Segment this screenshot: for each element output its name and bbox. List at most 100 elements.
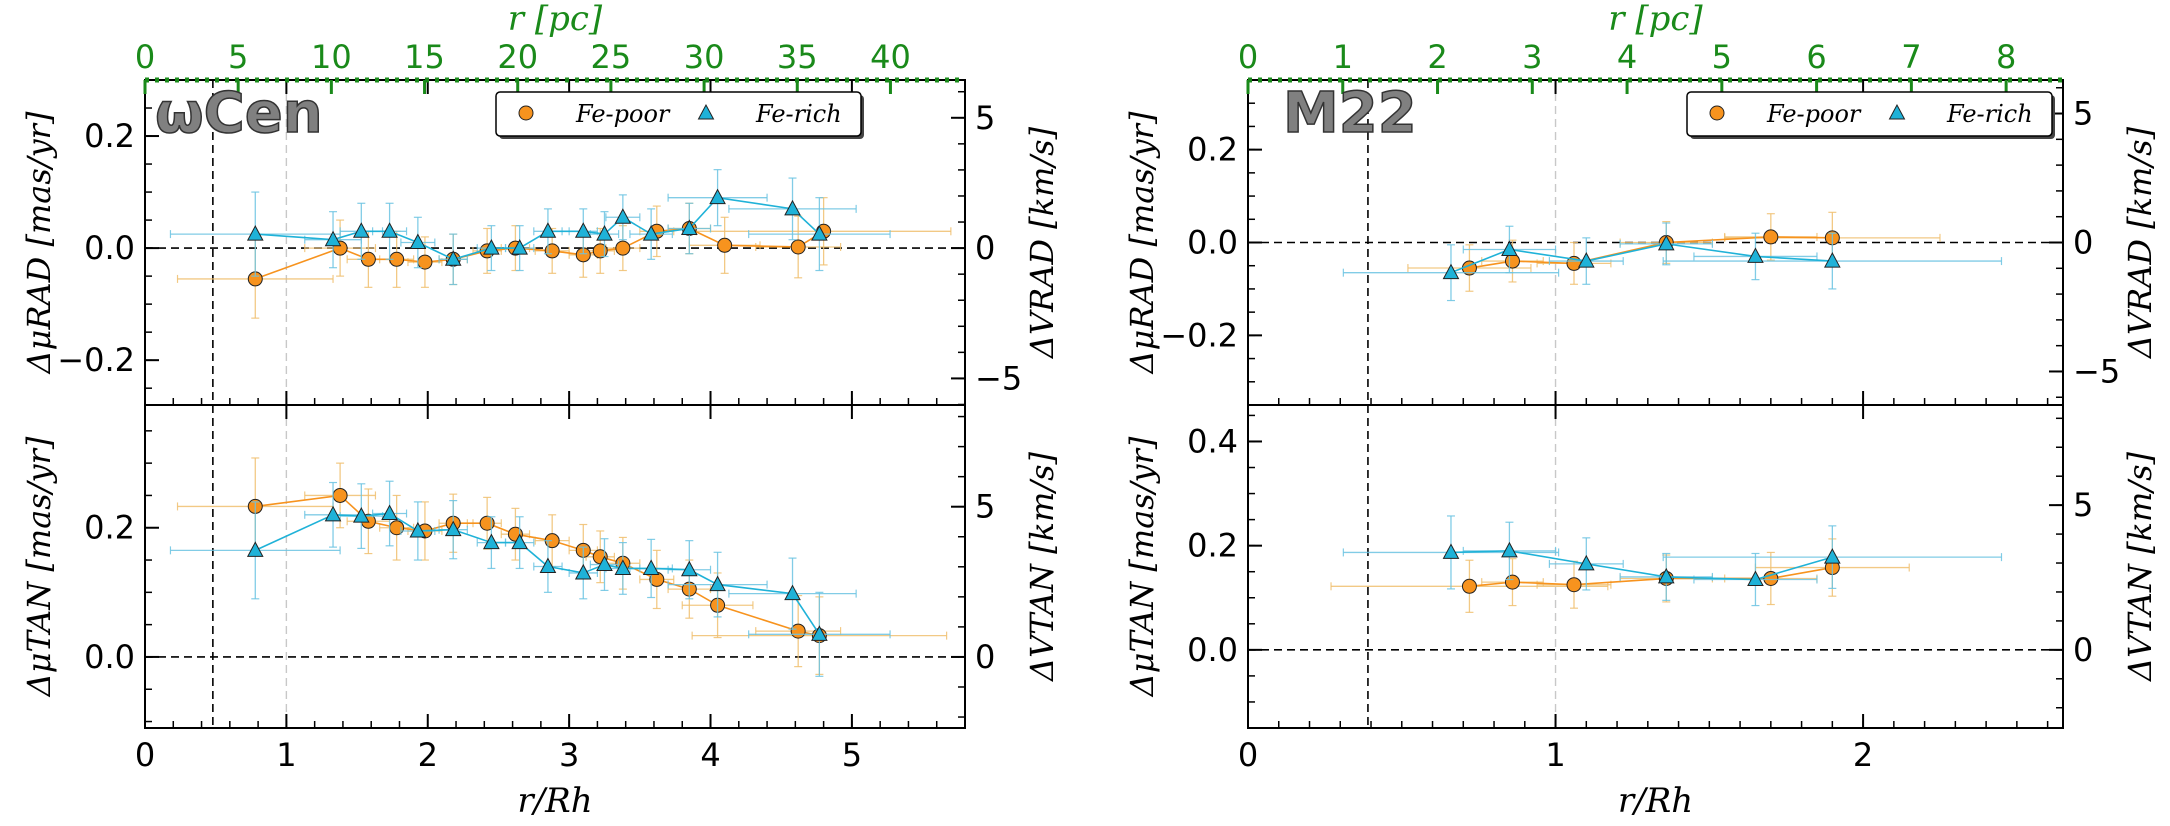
top-tick-label: 3 bbox=[1522, 38, 1542, 76]
x-tick-label: 1 bbox=[276, 736, 296, 774]
data-point-triangle bbox=[642, 559, 660, 575]
data-point-triangle bbox=[1577, 554, 1595, 571]
top-axis-label: r [pc] bbox=[1608, 0, 1703, 39]
data-point-triangle bbox=[483, 533, 500, 550]
data-point-triangle bbox=[1442, 263, 1460, 280]
data-point-circle bbox=[332, 487, 348, 503]
panel-title: M22 bbox=[1283, 81, 1417, 146]
data-point-triangle bbox=[784, 584, 801, 601]
panel-title: ωCen bbox=[155, 81, 323, 146]
series-line bbox=[1450, 550, 1833, 581]
legend-box bbox=[1686, 91, 2053, 137]
top-tick-label: 1 bbox=[1333, 38, 1353, 76]
top-tick-label: 5 bbox=[1712, 38, 1732, 76]
fe-poor-series bbox=[176, 197, 952, 319]
legend: Fe-poor Fe-rich bbox=[495, 91, 864, 139]
data-point-triangle bbox=[1747, 570, 1764, 587]
data-point-triangle bbox=[1657, 567, 1675, 584]
right-tick-label: 0 bbox=[2073, 631, 2093, 669]
data-point-triangle bbox=[1824, 252, 1841, 268]
data-point-circle bbox=[717, 237, 733, 253]
data-point-triangle bbox=[614, 559, 632, 575]
top-tick-label: 35 bbox=[777, 38, 818, 76]
data-point-triangle bbox=[596, 225, 613, 241]
x-tick-label: 1 bbox=[1545, 736, 1565, 774]
top-axis-label: r [pc] bbox=[508, 0, 603, 39]
data-point-triangle bbox=[444, 250, 462, 266]
top-tick-label: 25 bbox=[591, 38, 632, 76]
data-point-triangle bbox=[381, 222, 398, 238]
data-point-triangle bbox=[1577, 252, 1595, 268]
x-tick-label: 5 bbox=[842, 736, 862, 774]
data-point-triangle bbox=[381, 504, 398, 521]
x-tick-label: 2 bbox=[418, 736, 438, 774]
fe-rich-series bbox=[1342, 222, 2003, 302]
fe-rich-series bbox=[1342, 515, 2003, 607]
data-point-triangle bbox=[324, 230, 342, 247]
right-tick-label: 5 bbox=[975, 488, 995, 526]
y-tick-label: 0.4 bbox=[1187, 422, 1238, 460]
omega-cen-panel-tan: 0.0 0.2 0 5 ΔμTAN [mas/yr] ΔVTAN [km/s] bbox=[20, 404, 1061, 729]
data-point-triangle bbox=[811, 225, 828, 241]
m22-panel-tan: 0.0 0.2 0.4 0 5 ΔμTAN [mas/yr] ΔVTAN [km/s] bbox=[1123, 404, 2159, 729]
data-point-triangle bbox=[642, 225, 660, 241]
legend-marker-triangle bbox=[697, 103, 715, 120]
y-axis-label: ΔμTAN [mas/yr] bbox=[1123, 436, 1161, 698]
legend-label: Fe-rich bbox=[1946, 100, 2033, 128]
data-point-triangle bbox=[1501, 541, 1518, 558]
y-tick-label: 0.0 bbox=[84, 229, 135, 267]
data-point-triangle bbox=[680, 219, 698, 235]
right-tick-label: −5 bbox=[2073, 352, 2120, 390]
data-point-triangle bbox=[596, 555, 613, 572]
data-point-triangle bbox=[709, 188, 726, 205]
data-point-circle bbox=[592, 243, 608, 259]
right-tick-label: 5 bbox=[2073, 95, 2093, 133]
legend-marker-circle bbox=[518, 105, 534, 121]
data-point-circle bbox=[615, 240, 631, 256]
data-point-triangle bbox=[1747, 247, 1764, 263]
x-axis-label: r/Rh bbox=[517, 781, 592, 821]
data-point-triangle bbox=[574, 222, 592, 238]
series-line bbox=[1469, 236, 1833, 269]
y-tick-label: −0.2 bbox=[1160, 316, 1238, 354]
m22-panel-rad: −0.2 0.0 0.2 −5 0 5 ΔμRAD [mas/yr] ΔVRAD [km/s] bbox=[1123, 79, 2159, 406]
x-tick-label: 2 bbox=[1853, 736, 1873, 774]
top-tick-label: 0 bbox=[135, 38, 155, 76]
legend-marker-triangle bbox=[1888, 103, 1906, 120]
top-tick-label: 0 bbox=[1238, 38, 1258, 76]
data-point-triangle bbox=[409, 521, 427, 538]
right-tick-label: 0 bbox=[975, 638, 995, 676]
data-point-triangle bbox=[614, 208, 632, 224]
data-point-circle bbox=[1566, 577, 1582, 593]
y-axis-label: ΔμRAD [mas/yr] bbox=[1123, 111, 1161, 375]
x-tick-label: 0 bbox=[135, 736, 155, 774]
legend-label: Fe-rich bbox=[755, 100, 842, 128]
data-point-triangle bbox=[811, 625, 828, 641]
right-axis-label: ΔVRAD [km/s] bbox=[1023, 126, 1061, 360]
y-axis-label: ΔμRAD [mas/yr] bbox=[20, 111, 58, 375]
data-point-triangle bbox=[574, 563, 592, 580]
right-tick-label: 0 bbox=[975, 229, 995, 267]
fe-rich-series bbox=[169, 480, 891, 677]
y-tick-label: 0.0 bbox=[1187, 224, 1238, 262]
top-tick-label: 15 bbox=[404, 38, 445, 76]
data-point-circle bbox=[1504, 253, 1520, 269]
right-tick-label: 0 bbox=[2073, 224, 2093, 262]
m22-chart: −0.2 0.0 0.2 −5 0 5 ΔμRAD [mas/yr] ΔVRAD [km/s]… bbox=[1123, 0, 2159, 821]
data-point-triangle bbox=[324, 505, 342, 522]
data-point-triangle bbox=[1657, 234, 1675, 251]
data-point-triangle bbox=[1501, 240, 1518, 256]
x-tick-label: 3 bbox=[559, 736, 579, 774]
top-tick-label: 7 bbox=[1901, 38, 1921, 76]
y-tick-label: 0.0 bbox=[84, 638, 135, 676]
data-point-triangle bbox=[246, 541, 264, 557]
top-tick-label: 5 bbox=[228, 38, 248, 76]
data-point-triangle bbox=[246, 225, 264, 241]
y-tick-label: 0.2 bbox=[84, 117, 135, 155]
data-point-circle bbox=[389, 520, 405, 536]
right-axis-label: ΔVTAN [km/s] bbox=[1023, 451, 1061, 683]
legend-box bbox=[495, 91, 862, 137]
data-point-triangle bbox=[409, 233, 427, 249]
right-tick-label: 5 bbox=[975, 99, 995, 137]
